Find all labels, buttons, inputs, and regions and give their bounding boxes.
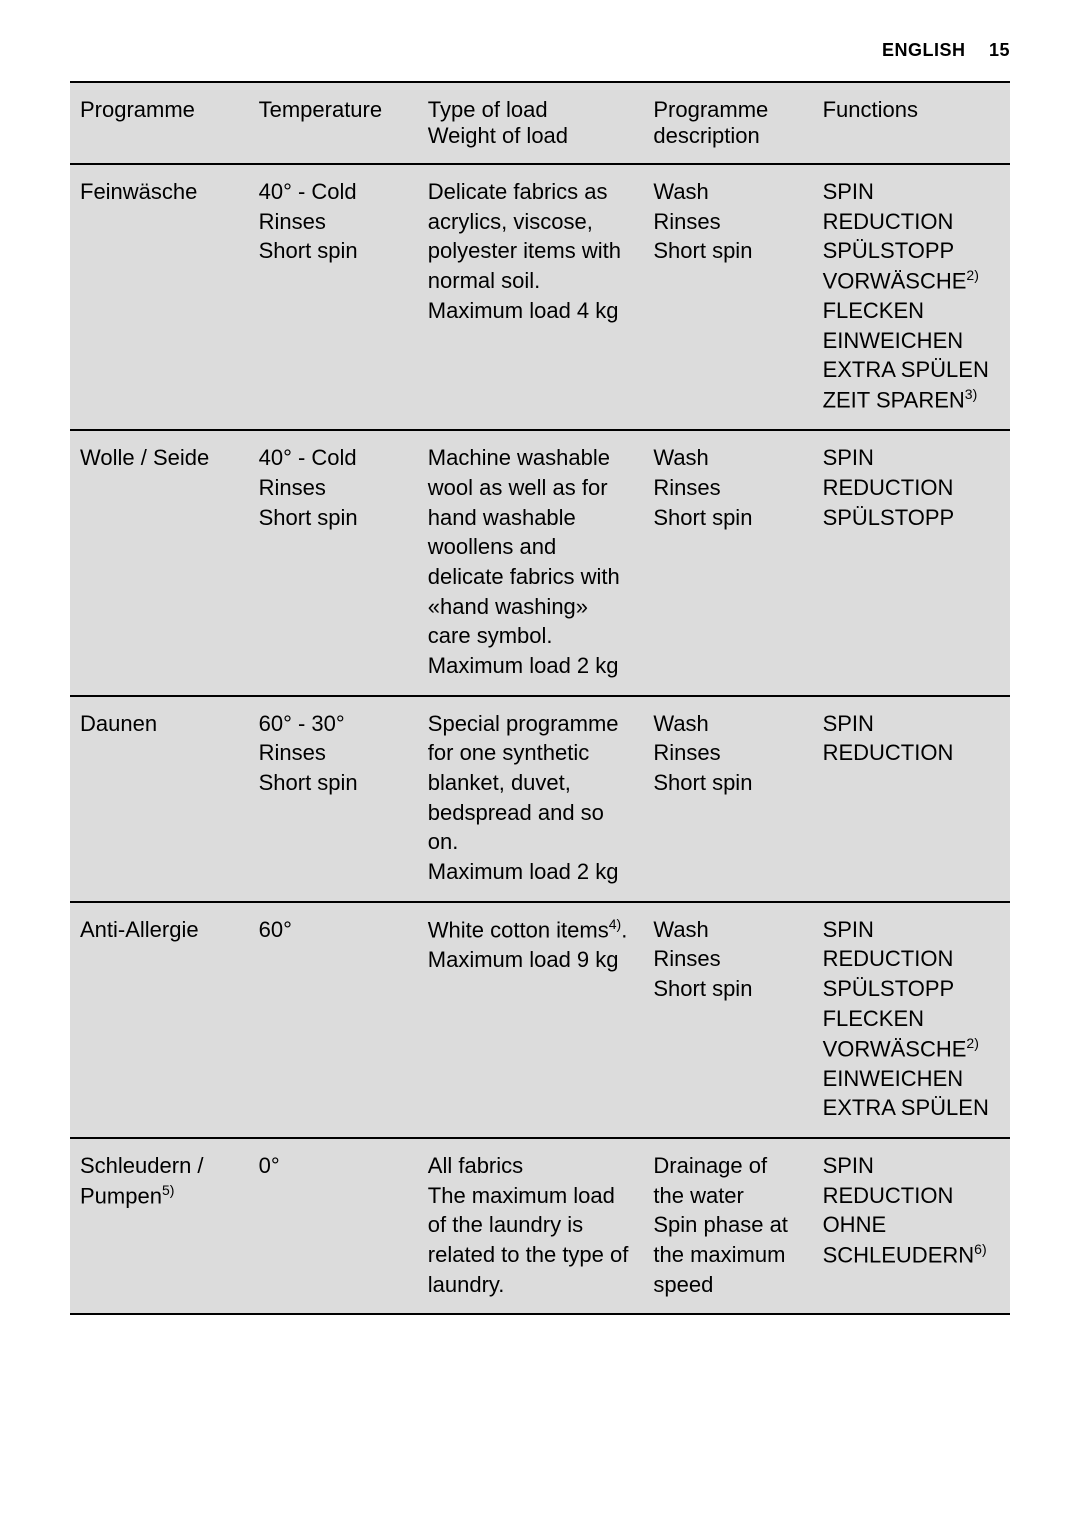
cell-programme: Wolle / Seide <box>70 430 249 696</box>
page-language: ENGLISH <box>882 40 966 60</box>
col-programme: Programme <box>70 82 249 164</box>
table-row: Anti-Allergie60°White cotton items4).Max… <box>70 902 1010 1138</box>
cell-functions: SPIN REDUCTIONSPÜLSTOPPFLECKENVORWÄSCHE2… <box>813 902 1010 1138</box>
cell-programme: Schleudern / Pumpen5) <box>70 1138 249 1314</box>
cell-description: WashRinsesShort spin <box>643 902 812 1138</box>
table-row: Wolle / Seide40° - ColdRinsesShort spinM… <box>70 430 1010 696</box>
col-temperature: Temperature <box>249 82 418 164</box>
col-typeload-l1: Type of load <box>428 97 634 123</box>
cell-functions: SPIN REDUCTION <box>813 696 1010 902</box>
cell-typeload: Delicate fabrics as acrylics, viscose, p… <box>418 164 644 430</box>
cell-description: Drainage of the waterSpin phase at the m… <box>643 1138 812 1314</box>
cell-description: WashRinsesShort spin <box>643 164 812 430</box>
table-header-row: Programme Temperature Type of load Weigh… <box>70 82 1010 164</box>
cell-typeload: White cotton items4).Maximum load 9 kg <box>418 902 644 1138</box>
table-row: Schleudern / Pumpen5)0°All fabricsThe ma… <box>70 1138 1010 1314</box>
cell-programme: Daunen <box>70 696 249 902</box>
cell-programme: Feinwäsche <box>70 164 249 430</box>
cell-temperature: 60° - 30°RinsesShort spin <box>249 696 418 902</box>
cell-typeload: Special programme for one synthetic blan… <box>418 696 644 902</box>
cell-temperature: 40° - ColdRinsesShort spin <box>249 430 418 696</box>
cell-functions: SPIN REDUCTIONSPÜLSTOPPVORWÄSCHE2)FLECKE… <box>813 164 1010 430</box>
cell-typeload: Machine washable wool as well as for han… <box>418 430 644 696</box>
cell-description: WashRinsesShort spin <box>643 430 812 696</box>
table-row: Daunen60° - 30°RinsesShort spinSpecial p… <box>70 696 1010 902</box>
cell-temperature: 40° - ColdRinsesShort spin <box>249 164 418 430</box>
col-typeload-l2: Weight of load <box>428 123 634 149</box>
cell-temperature: 60° <box>249 902 418 1138</box>
cell-description: WashRinsesShort spin <box>643 696 812 902</box>
page-number: 15 <box>989 40 1010 60</box>
programme-table: Programme Temperature Type of load Weigh… <box>70 81 1010 1315</box>
cell-temperature: 0° <box>249 1138 418 1314</box>
cell-functions: SPIN REDUCTIONOHNE SCHLEUDERN6) <box>813 1138 1010 1314</box>
table-row: Feinwäsche40° - ColdRinsesShort spinDeli… <box>70 164 1010 430</box>
cell-functions: SPIN REDUCTIONSPÜLSTOPP <box>813 430 1010 696</box>
col-typeload: Type of load Weight of load <box>418 82 644 164</box>
cell-typeload: All fabricsThe maximum load of the laund… <box>418 1138 644 1314</box>
cell-programme: Anti-Allergie <box>70 902 249 1138</box>
col-functions: Functions <box>813 82 1010 164</box>
page-header: ENGLISH 15 <box>70 40 1010 61</box>
col-description: Programme description <box>643 82 812 164</box>
